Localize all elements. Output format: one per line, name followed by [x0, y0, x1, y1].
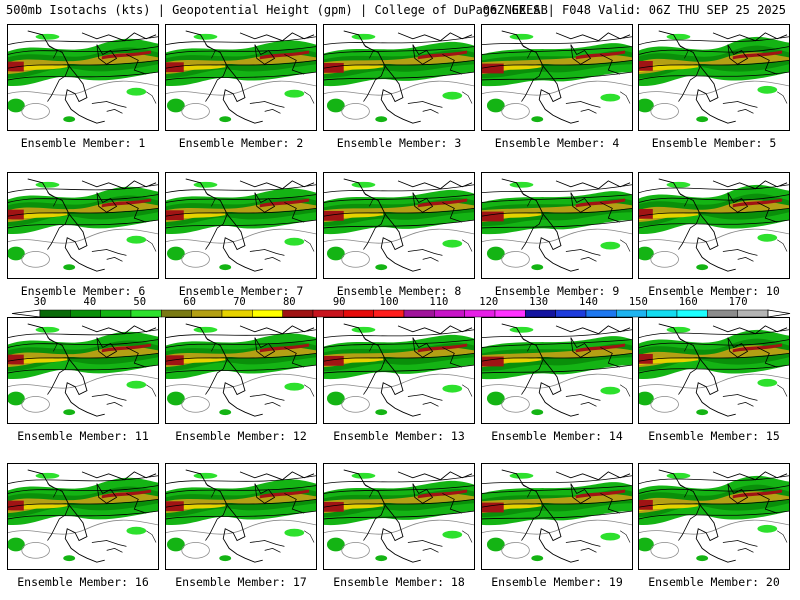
ensemble-member-map[interactable] [165, 317, 317, 424]
ensemble-member-label: Ensemble Member: 19 [491, 575, 623, 589]
colorbar-tick-label: 30 [33, 296, 47, 308]
colorbar-swatch [373, 309, 405, 318]
ensemble-member-label: Ensemble Member: 10 [648, 284, 780, 298]
colorbar-swatch [252, 309, 283, 318]
colorbar-swatch [130, 309, 162, 318]
ensemble-member-label: Ensemble Member: 18 [333, 575, 465, 589]
ensemble-member-label: Ensemble Member: 13 [333, 429, 465, 443]
colorbar-tick-label: 160 [678, 296, 698, 308]
colorbar-tick-label: 170 [728, 296, 748, 308]
ensemble-member-map[interactable] [481, 172, 633, 279]
colorbar-swatch [676, 309, 708, 318]
ensemble-member-label: Ensemble Member: 17 [175, 575, 307, 589]
ensemble-member-map[interactable] [323, 317, 475, 424]
colorbar-swatch [555, 309, 587, 318]
colorbar-swatch [70, 309, 101, 318]
colorbar-swatch [161, 309, 192, 318]
colorbar: 30 40 50 60 70 80 90 100 110 120 130 140 150 160 170 [0, 296, 800, 320]
ensemble-member-map[interactable] [481, 24, 633, 131]
ensemble-member-label: Ensemble Member: 2 [178, 136, 304, 150]
ensemble-member-map[interactable] [638, 172, 790, 279]
ensemble-member-map[interactable] [638, 317, 790, 424]
colorbar-swatch [191, 309, 223, 318]
ensemble-member-map[interactable] [481, 317, 633, 424]
colorbar-left-arrow [11, 309, 41, 318]
ensemble-member-map[interactable] [165, 463, 317, 570]
ensemble-member-label: Ensemble Member: 20 [648, 575, 780, 589]
colorbar-swatch [282, 309, 314, 318]
ensemble-member-map[interactable] [7, 24, 159, 131]
colorbar-swatch [707, 309, 738, 318]
ensemble-member-map[interactable] [165, 24, 317, 131]
colorbar-tick-label: 80 [282, 296, 296, 308]
ensemble-member-label: Ensemble Member: 9 [494, 284, 620, 298]
colorbar-swatch [525, 309, 556, 318]
ensemble-member-label: Ensemble Member: 8 [336, 284, 462, 298]
ensemble-member-label: Ensemble Member: 12 [175, 429, 307, 443]
colorbar-swatch [464, 309, 496, 318]
ensemble-member-map[interactable] [7, 463, 159, 570]
colorbar-strip [11, 309, 791, 318]
colorbar-tick-label: 60 [183, 296, 196, 308]
ensemble-member-label: Ensemble Member: 3 [336, 136, 462, 150]
colorbar-swatch [403, 309, 435, 318]
colorbar-tick-label: 90 [332, 296, 346, 308]
ensemble-member-label: Ensemble Member: 6 [20, 284, 146, 298]
colorbar-swatch [616, 309, 647, 318]
ensemble-member-label: Ensemble Member: 1 [20, 136, 146, 150]
ensemble-member-label: Ensemble Member: 5 [651, 136, 777, 150]
colorbar-tick-label: 140 [579, 296, 598, 308]
colorbar-tick-label: 120 [479, 296, 499, 308]
colorbar-swatch [646, 309, 678, 318]
ensemble-member-label: Ensemble Member: 7 [178, 284, 304, 298]
ensemble-member-map[interactable] [7, 172, 159, 279]
ensemble-member-map[interactable] [481, 463, 633, 570]
ensemble-member-label: Ensemble Member: 15 [648, 429, 780, 443]
colorbar-swatch [434, 309, 465, 318]
ensemble-member-map[interactable] [323, 172, 475, 279]
ensemble-member-map[interactable] [7, 317, 159, 424]
colorbar-tick-label: 130 [529, 296, 549, 308]
colorbar-swatch [585, 309, 617, 318]
ensemble-member-map[interactable] [638, 24, 790, 131]
colorbar-tick-label: 110 [429, 296, 449, 308]
colorbar-tick-label: 70 [233, 296, 246, 308]
colorbar-swatch [39, 309, 71, 318]
colorbar-tick-label: 40 [83, 296, 97, 308]
colorbar-swatch [494, 309, 526, 318]
colorbar-swatch [312, 309, 344, 318]
ensemble-member-label: Ensemble Member: 11 [17, 429, 149, 443]
ensemble-member-label: Ensemble Member: 4 [494, 136, 620, 150]
ensemble-member-label: Ensemble Member: 14 [491, 429, 623, 443]
title-right: 06Z GEFS | F048 Valid: 06Z THU SEP 25 20… [482, 3, 786, 17]
colorbar-tick-label: 50 [133, 296, 147, 308]
colorbar-tick-label: 150 [628, 296, 648, 308]
colorbar-right-arrow [767, 309, 791, 318]
colorbar-swatch [343, 309, 374, 318]
colorbar-swatch [100, 309, 132, 318]
title-left: 500mb Isotachs (kts) | Geopotential Heig… [6, 3, 548, 17]
ensemble-member-map[interactable] [323, 463, 475, 570]
colorbar-swatch [737, 309, 769, 318]
colorbar-tick-label: 100 [379, 296, 399, 308]
colorbar-swatch [221, 309, 253, 318]
ensemble-member-label: Ensemble Member: 16 [17, 575, 149, 589]
ensemble-member-map[interactable] [165, 172, 317, 279]
ensemble-member-map[interactable] [323, 24, 475, 131]
ensemble-member-map[interactable] [638, 463, 790, 570]
